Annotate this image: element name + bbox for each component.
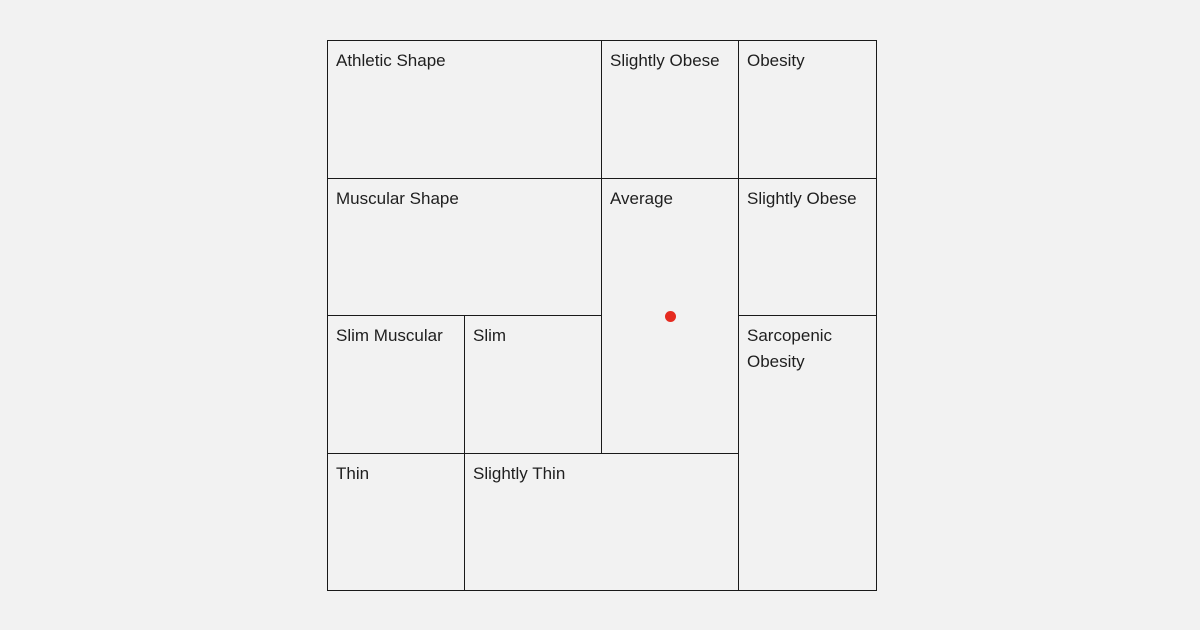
cell-thin: Thin <box>328 453 465 591</box>
cell-muscular-shape: Muscular Shape <box>328 178 602 316</box>
cell-label: Slightly Thin <box>473 463 566 483</box>
cell-obesity: Obesity <box>739 41 876 179</box>
cell-slim: Slim <box>465 316 602 454</box>
cell-sarcopenic-obesity: Sarcopenic Obesity <box>739 316 876 591</box>
cell-label: Slim Muscular <box>336 326 443 345</box>
cell-average: Average <box>602 178 739 454</box>
cell-athletic-shape: Athletic Shape <box>328 41 602 179</box>
cell-label: Slim <box>473 326 507 345</box>
cell-slightly-obese-top: Slightly Obese <box>602 41 739 179</box>
cell-slim-muscular: Slim Muscular <box>328 316 465 454</box>
cell-slightly-thin: Slightly Thin <box>465 453 739 591</box>
cell-label: Muscular Shape <box>336 188 459 208</box>
cell-label: Slightly Obese <box>747 188 857 208</box>
cell-slightly-obese-middle: Slightly Obese <box>739 179 876 316</box>
body-shape-grid: Athletic Shape Slightly Obese Obesity Mu… <box>327 40 877 591</box>
cell-label: Obesity <box>747 51 805 70</box>
cell-label: Average <box>610 188 674 208</box>
cell-label: Thin <box>336 463 370 483</box>
cell-label: Slightly Obese <box>610 51 720 70</box>
cell-label: Sarcopenic Obesity <box>747 326 833 371</box>
position-marker-dot <box>665 311 676 322</box>
cell-label: Athletic Shape <box>336 51 446 70</box>
